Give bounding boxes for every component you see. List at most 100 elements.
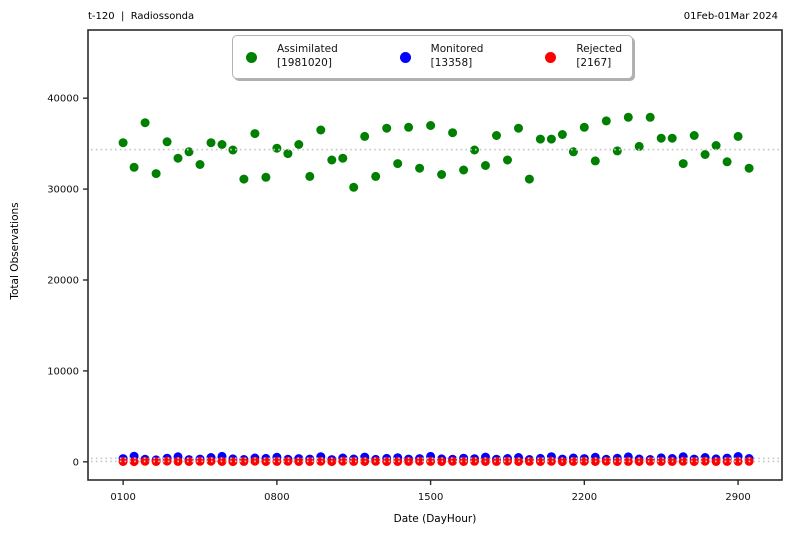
legend-item-rejected: Rejected [2167] — [545, 43, 622, 70]
assimilated-point — [722, 157, 732, 167]
assimilated-point — [568, 147, 578, 157]
assimilated-point — [678, 159, 688, 169]
assimilated-point — [195, 160, 205, 169]
rejected-point — [678, 456, 688, 466]
assimilated-point — [667, 133, 677, 143]
assimilated-point — [404, 122, 414, 132]
assimilated-point — [711, 141, 721, 150]
legend-count-monitored: [13358] — [430, 57, 473, 69]
assimilated-point — [459, 165, 469, 175]
x-tick-label: 0800 — [264, 492, 289, 503]
assimilated-point — [535, 134, 545, 144]
assimilated-point — [579, 122, 589, 132]
assimilated-point — [338, 153, 348, 163]
rejected-point — [118, 457, 128, 466]
y-tick-label: 20000 — [47, 276, 79, 287]
assimilated-point — [590, 156, 600, 166]
assimilated-point — [272, 143, 282, 153]
rejected-point — [129, 457, 139, 467]
y-tick-label: 10000 — [47, 366, 79, 377]
y-tick-label: 30000 — [47, 185, 79, 196]
assimilated-point — [634, 141, 644, 151]
assimilated-point — [492, 131, 501, 140]
rejected-point — [546, 456, 556, 466]
assimilated-point — [140, 118, 150, 128]
assimilated-point — [744, 163, 754, 173]
assimilated-point — [503, 155, 512, 165]
assimilated-point — [645, 112, 655, 122]
assimilated-point — [437, 170, 447, 179]
legend-count-assimilated: [1981020] — [277, 57, 332, 69]
assimilated-point — [217, 140, 227, 149]
assimilated-point — [546, 134, 556, 144]
assimilated-point — [689, 131, 699, 140]
monitored-marker-icon — [399, 51, 411, 63]
rejected-point — [261, 457, 271, 466]
assimilated-point — [623, 112, 633, 122]
rejected-point — [338, 456, 348, 466]
assimilated-point — [524, 174, 534, 184]
assimilated-point — [173, 153, 183, 163]
assimilated-point — [206, 138, 216, 148]
assimilated-point — [228, 145, 238, 155]
assimilated-point — [426, 121, 436, 130]
x-tick-label: 2200 — [572, 492, 597, 503]
y-tick-label: 0 — [73, 457, 79, 468]
legend: Assimilated [1981020] Monitored [13358] … — [232, 35, 633, 79]
assimilated-point — [733, 131, 743, 141]
assimilated-point — [393, 159, 403, 169]
assimilated-point — [601, 116, 611, 126]
assimilated-point — [700, 150, 710, 159]
rejected-point — [228, 457, 238, 467]
rejected-point — [623, 456, 633, 466]
legend-label-assimilated: Assimilated — [277, 43, 338, 56]
legend-item-assimilated: Assimilated [1981020] — [246, 43, 338, 70]
rejected-point — [415, 456, 425, 466]
assimilated-point — [327, 155, 337, 165]
rejected-point — [689, 457, 699, 466]
rejected-point — [535, 457, 545, 466]
x-tick-label: 0100 — [110, 492, 135, 503]
assimilated-point — [360, 131, 370, 141]
x-tick-label: 2900 — [725, 492, 750, 503]
assimilated-point — [481, 161, 490, 170]
assimilated-point — [294, 140, 304, 149]
rejected-point — [393, 457, 403, 466]
rejected-point — [382, 457, 392, 466]
assimilated-point — [129, 162, 139, 172]
assimilated-point — [382, 123, 392, 133]
rejected-point — [151, 457, 161, 466]
legend-label-monitored: Monitored — [430, 43, 484, 56]
rejected-point — [316, 456, 326, 466]
assimilated-point — [162, 137, 172, 147]
rejected-point — [305, 457, 315, 466]
rejected-point — [612, 457, 622, 466]
legend-count-rejected: [2167] — [576, 57, 612, 69]
legend-label-rejected: Rejected — [576, 43, 622, 56]
assimilated-point — [151, 169, 161, 179]
x-axis-label: Date (DayHour) — [393, 513, 477, 525]
assimilated-point — [371, 171, 381, 181]
assimilated-point — [349, 182, 359, 192]
assimilated-point — [316, 125, 326, 135]
assimilated-point — [261, 172, 271, 182]
assimilated-marker-icon — [246, 51, 257, 63]
assimilated-point — [470, 145, 479, 155]
rejected-point — [601, 456, 611, 466]
assimilated-point — [448, 128, 458, 138]
assimilated-point — [239, 174, 249, 184]
y-tick-label: 40000 — [47, 94, 79, 105]
assimilated-point — [283, 149, 293, 159]
assimilated-point — [656, 133, 666, 143]
assimilated-point — [118, 138, 128, 148]
rejected-point — [459, 457, 469, 466]
assimilated-point — [415, 163, 425, 173]
assimilated-point — [250, 129, 260, 139]
chart-title: t-120 | Radiossonda — [88, 11, 195, 22]
assimilated-point — [514, 123, 523, 133]
rejected-point — [700, 456, 710, 466]
rejected-point — [184, 457, 194, 466]
rejected-marker-icon — [545, 51, 557, 63]
assimilated-point — [612, 146, 622, 156]
